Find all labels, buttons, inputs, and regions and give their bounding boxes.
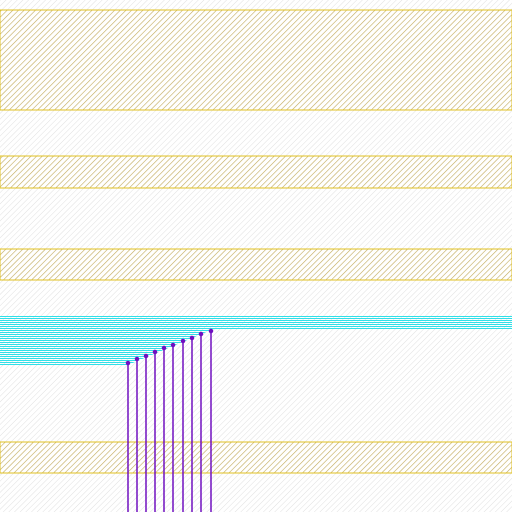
band [0,9,512,111]
gold-bands [0,9,512,474]
dot [143,353,149,359]
band [0,441,512,474]
band [0,248,512,281]
cyan-wedge [0,330,211,365]
dot [152,349,158,355]
dot [198,331,204,337]
band [0,155,512,189]
dot [189,335,195,341]
dot [125,360,131,366]
dot [161,345,167,351]
cyan-band [0,316,512,330]
dot [180,338,186,344]
dot [170,342,176,348]
cyan-region [0,316,512,365]
dot [134,356,140,362]
purple-lines [125,328,214,512]
dot [208,328,214,334]
